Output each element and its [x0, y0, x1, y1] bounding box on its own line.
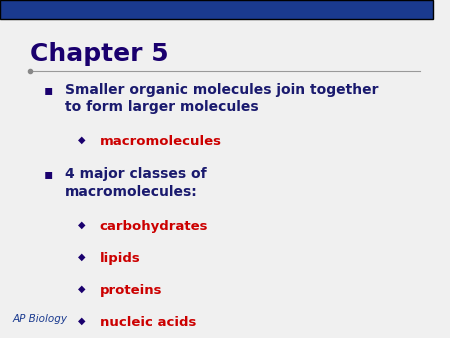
Text: macromolecules: macromolecules — [99, 135, 221, 148]
Text: ◆: ◆ — [78, 135, 86, 145]
Text: proteins: proteins — [99, 284, 162, 297]
Text: lipids: lipids — [99, 252, 140, 265]
Text: AP Biology: AP Biology — [13, 314, 68, 324]
Text: 4 major classes of
macromolecules:: 4 major classes of macromolecules: — [65, 167, 207, 199]
Text: ◆: ◆ — [78, 252, 86, 262]
FancyBboxPatch shape — [0, 0, 433, 19]
Text: ◆: ◆ — [78, 220, 86, 230]
Text: ▪: ▪ — [43, 167, 53, 181]
Text: ▪: ▪ — [43, 83, 53, 97]
Text: Smaller organic molecules join together
to form larger molecules: Smaller organic molecules join together … — [65, 83, 378, 114]
Text: nucleic acids: nucleic acids — [99, 316, 196, 329]
Text: Chapter 5: Chapter 5 — [30, 42, 169, 66]
Text: carbohydrates: carbohydrates — [99, 220, 208, 233]
Text: ◆: ◆ — [78, 316, 86, 326]
Text: ◆: ◆ — [78, 284, 86, 294]
